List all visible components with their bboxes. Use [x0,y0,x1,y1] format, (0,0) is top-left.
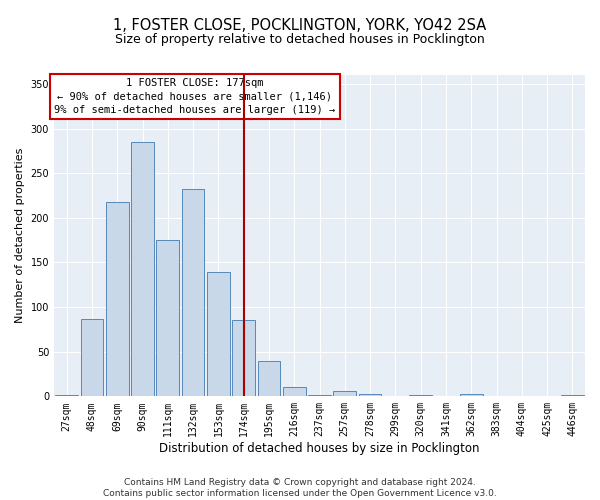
Bar [308,394,331,396]
Bar [257,360,280,396]
Text: Contains HM Land Registry data © Crown copyright and database right 2024.
Contai: Contains HM Land Registry data © Crown c… [103,478,497,498]
Bar [207,272,230,396]
Text: 1 FOSTER CLOSE: 177sqm
← 90% of detached houses are smaller (1,146)
9% of semi-d: 1 FOSTER CLOSE: 177sqm ← 90% of detached… [54,78,335,114]
Bar [106,202,128,396]
Bar [359,394,382,396]
Bar [561,394,584,396]
Bar [80,318,103,396]
Bar [157,240,179,396]
Bar [55,394,78,396]
Bar [182,190,205,396]
Text: 1, FOSTER CLOSE, POCKLINGTON, YORK, YO42 2SA: 1, FOSTER CLOSE, POCKLINGTON, YORK, YO42… [113,18,487,32]
Bar [460,394,482,396]
Bar [232,320,255,396]
X-axis label: Distribution of detached houses by size in Pocklington: Distribution of detached houses by size … [159,442,480,455]
Bar [283,388,305,396]
Bar [131,142,154,397]
Bar [334,391,356,396]
Text: Size of property relative to detached houses in Pocklington: Size of property relative to detached ho… [115,32,485,46]
Y-axis label: Number of detached properties: Number of detached properties [15,148,25,324]
